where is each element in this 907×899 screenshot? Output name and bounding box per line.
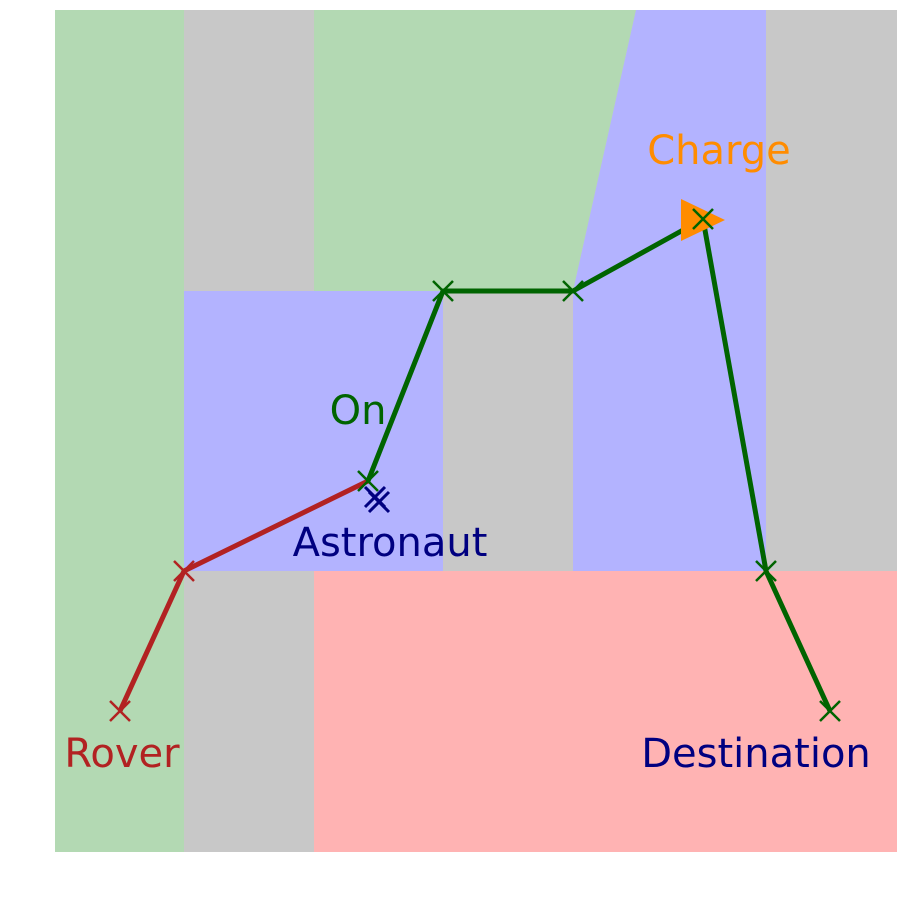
rover-path bbox=[109, 478, 370, 722]
x-mark-icon bbox=[755, 560, 777, 582]
x-mark-icon bbox=[357, 470, 379, 492]
x-mark-icon bbox=[432, 280, 454, 302]
x-mark-icon bbox=[109, 700, 131, 722]
destination-label: Destination bbox=[641, 731, 871, 777]
rover-label: Rover bbox=[64, 731, 180, 777]
terrain bbox=[55, 10, 897, 852]
red-zone bbox=[314, 571, 897, 852]
x-mark-icon bbox=[562, 280, 584, 302]
on-label: On bbox=[330, 388, 387, 434]
astronaut-path bbox=[357, 216, 841, 722]
green-zone-top bbox=[314, 10, 636, 291]
astronaut-path-line bbox=[365, 216, 833, 713]
x-mark-icon bbox=[819, 700, 841, 722]
green-zone-left bbox=[55, 10, 184, 852]
blue-zone-left bbox=[184, 291, 443, 571]
x-mark-icon bbox=[692, 208, 714, 230]
astronaut-label: Astronaut bbox=[293, 520, 488, 566]
x-mark-icon bbox=[367, 490, 391, 514]
x-mark-icon bbox=[173, 560, 195, 582]
blue-zone-right bbox=[573, 10, 766, 571]
rover-path-markers bbox=[109, 560, 195, 722]
charge-label: Charge bbox=[647, 128, 791, 174]
astronaut-path-markers bbox=[357, 280, 841, 722]
astronaut-marker bbox=[363, 485, 391, 514]
